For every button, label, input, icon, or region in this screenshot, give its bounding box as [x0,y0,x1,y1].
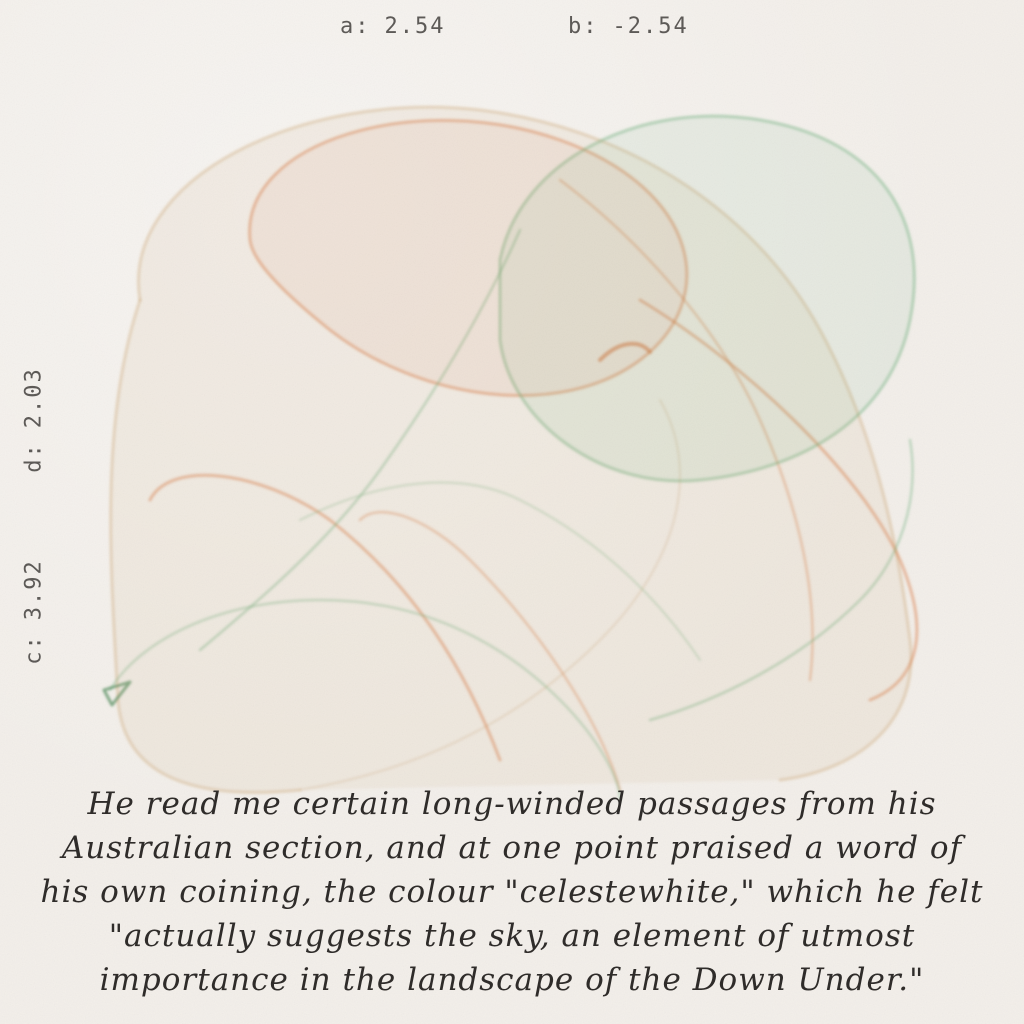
param-a-label: a: [340,14,371,39]
param-c-value: 3.92 [21,559,47,621]
quote-text: He read me certain long-winded passages … [20,782,1004,1002]
param-a-value: 2.54 [384,14,446,39]
param-d-value: 2.03 [21,367,47,429]
quote-line: his own coining, the colour "celestewhit… [40,874,984,910]
param-b: b: -2.54 [568,14,689,39]
param-d: d: 2.03 [22,367,47,472]
quote-line: Australian section, and at one point pra… [61,830,963,866]
param-c: c: 3.92 [22,559,47,664]
param-b-label: b: [568,14,599,39]
param-d-label: d: [21,442,47,473]
quote-line: importance in the landscape of the Down … [99,962,925,998]
param-b-value: -2.54 [612,14,689,39]
quote-line: "actually suggests the sky, an element o… [108,918,916,954]
quote-line: He read me certain long-winded passages … [87,786,937,822]
param-c-label: c: [21,634,47,665]
param-a: a: 2.54 [340,14,445,39]
